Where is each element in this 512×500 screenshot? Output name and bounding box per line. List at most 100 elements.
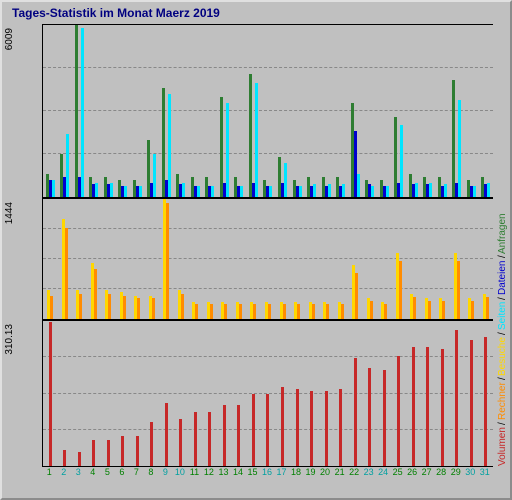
bar [415,183,418,197]
bar [181,294,184,319]
day-slot [319,321,334,466]
bar [65,228,68,319]
bar [470,340,473,466]
day-slot [217,199,232,319]
day-slot [275,199,290,319]
day-slot [232,321,247,466]
day-slot [43,199,58,319]
day-slot [188,199,203,319]
day-slot [261,25,276,197]
day-slot [478,321,493,466]
day-slot [275,25,290,197]
day-slot [203,321,218,466]
legend-item: Rechner [497,382,508,420]
x-tick: 9 [158,467,173,477]
day-slot [87,321,102,466]
panel-bot [42,320,493,467]
day-slot [116,25,131,197]
legend-item: Besuche [497,337,508,376]
day-slot [217,321,232,466]
day-slot [333,199,348,319]
day-slot [275,321,290,466]
chart-container: Tages-Statistik im Monat Maerz 2019 6009… [0,0,512,500]
day-slot [348,25,363,197]
day-slot [116,321,131,466]
day-slot [232,25,247,197]
bar [457,261,460,319]
bar [429,183,432,197]
x-tick: 14 [231,467,246,477]
day-slot [174,199,189,319]
bar [399,261,402,319]
bar [165,403,168,466]
bar [297,304,300,319]
bar [226,103,229,197]
bar [223,405,226,466]
day-slot [174,321,189,466]
x-tick: 4 [86,467,101,477]
day-slot [174,25,189,197]
day-slot [391,25,406,197]
day-slot [290,25,305,197]
day-slot [246,25,261,197]
day-slot [188,321,203,466]
day-slot [43,25,58,197]
day-slot [435,321,450,466]
bar [179,419,182,466]
bar [455,330,458,466]
bar [95,183,98,197]
legend-item: Seiten [497,302,508,330]
bar [326,304,329,319]
day-slot [101,25,116,197]
day-slot [377,199,392,319]
day-slot [478,25,493,197]
x-tick: 25 [390,467,405,477]
bar [123,296,126,319]
x-tick: 5 [100,467,115,477]
bar [428,301,431,319]
legend-item: Volumen [497,427,508,466]
x-axis: 1234567891011121314151617181920212223242… [42,467,492,477]
day-slot [333,321,348,466]
x-tick: 3 [71,467,86,477]
day-slot [87,199,102,319]
bar [313,184,316,197]
x-tick: 19 [303,467,318,477]
bar [110,183,113,197]
bar [339,389,342,466]
day-slot [58,321,73,466]
day-slot [101,321,116,466]
bar [371,186,374,197]
legend-item: Anfragen [497,213,508,254]
day-slot [261,321,276,466]
x-tick: 17 [274,467,289,477]
bar [486,297,489,319]
bar [325,391,328,466]
day-slot [391,199,406,319]
bar [208,412,211,466]
day-slot [348,199,363,319]
bar [195,304,198,319]
day-slot [246,321,261,466]
bar [412,347,415,466]
bar [341,304,344,319]
x-tick: 28 [434,467,449,477]
x-tick: 18 [289,467,304,477]
bar [237,405,240,466]
bar [471,301,474,319]
day-slot [464,25,479,197]
day-slot [246,199,261,319]
ylabel-bot: 310.13 [4,324,15,355]
day-slot [420,25,435,197]
bar [426,347,429,466]
bar [78,452,81,466]
bar [386,186,389,197]
day-slot [232,199,247,319]
day-slot [145,25,160,197]
bar [458,100,461,197]
bar [312,304,315,319]
day-slot [348,321,363,466]
bar [124,186,127,197]
bar [150,422,153,466]
bar [52,180,55,197]
